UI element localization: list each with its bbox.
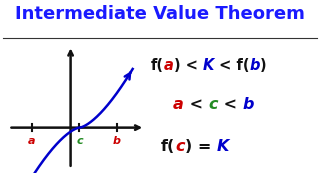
Text: <: < xyxy=(218,97,243,112)
Text: ) =: ) = xyxy=(185,139,217,154)
Text: <: < xyxy=(184,97,209,112)
Text: a: a xyxy=(164,58,173,73)
Text: Intermediate Value Theorem: Intermediate Value Theorem xyxy=(15,5,305,23)
Text: K: K xyxy=(203,58,214,73)
Text: b: b xyxy=(243,97,254,112)
Text: a: a xyxy=(28,136,35,146)
Text: f(: f( xyxy=(161,139,175,154)
Text: < f(: < f( xyxy=(214,58,250,73)
Text: f(: f( xyxy=(151,58,164,73)
Text: c: c xyxy=(175,139,185,154)
Text: a: a xyxy=(173,97,184,112)
Text: ) <: ) < xyxy=(173,58,203,73)
Text: b: b xyxy=(113,136,121,146)
Text: c: c xyxy=(209,97,218,112)
Text: ): ) xyxy=(260,58,267,73)
Text: c: c xyxy=(76,136,83,146)
Text: K: K xyxy=(217,139,229,154)
Text: b: b xyxy=(250,58,260,73)
